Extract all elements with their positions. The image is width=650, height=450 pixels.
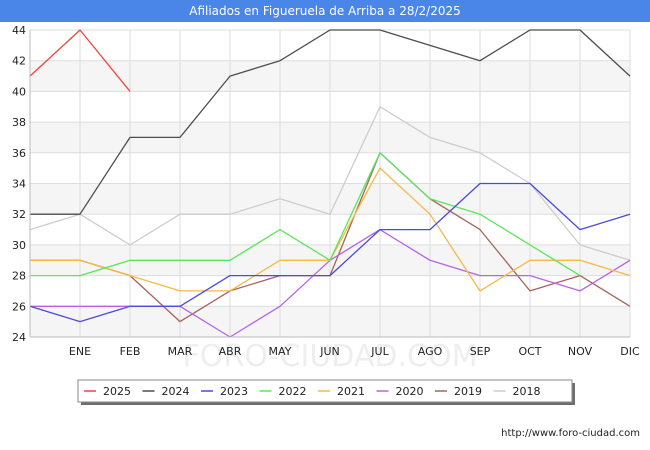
x-tick-labels: ENE FEB MAR ABR MAY JUN JUL AGO SEP OCT NOV DIC <box>69 345 640 358</box>
series-line-2023 <box>29 182 631 323</box>
x-tick-label: MAR <box>168 345 193 358</box>
y-tick-label: 36 <box>12 147 26 160</box>
series-line-2025 <box>29 29 131 92</box>
x-tick-label: FEB <box>120 345 141 358</box>
y-tick-label: 40 <box>12 85 26 98</box>
y-tick-labels: 24 26 28 30 32 34 36 38 40 42 44 <box>12 24 26 344</box>
legend-label: 2019 <box>454 385 482 398</box>
x-tick-label: ABR <box>219 345 242 358</box>
legend-label: 2021 <box>337 385 365 398</box>
title-bar: Afiliados en Figueruela de Arriba a 28/2… <box>0 0 650 22</box>
legend-label: 2024 <box>162 385 190 398</box>
x-tick-label: JUL <box>370 345 389 358</box>
legend: 2025 2024 2023 2022 2021 2020 2019 2018 <box>77 379 575 405</box>
y-tick-label: 32 <box>12 208 26 221</box>
legend-label: 2018 <box>513 385 541 398</box>
series-line-2022 <box>30 152 581 277</box>
x-tick-label: AGO <box>418 345 443 358</box>
series-line-2024 <box>30 29 631 215</box>
y-tick-label: 34 <box>12 178 26 191</box>
watermark: FORO-CIUDAD.COM <box>183 339 478 374</box>
legend-label: 2025 <box>103 385 131 398</box>
footer-url[interactable]: http://www.foro-ciudad.com <box>501 428 640 439</box>
x-tick-label: NOV <box>568 345 593 358</box>
y-tick-label: 42 <box>12 55 26 68</box>
x-tick-label: SEP <box>470 345 491 358</box>
y-tick-label: 38 <box>12 116 26 129</box>
x-tick-label: MAY <box>269 345 292 358</box>
x-tick-label: OCT <box>518 345 541 358</box>
x-tick-label: JUN <box>319 345 340 358</box>
legend-label: 2022 <box>279 385 307 398</box>
y-tick-label: 30 <box>12 239 26 252</box>
y-tick-label: 44 <box>12 24 26 37</box>
y-tick-label: 26 <box>12 300 26 313</box>
legend-label: 2020 <box>396 385 424 398</box>
x-tick-label: ENE <box>69 345 91 358</box>
x-tick-label: DIC <box>620 345 640 358</box>
series-lines <box>29 29 631 338</box>
legend-label: 2023 <box>220 385 248 398</box>
y-tick-label: 28 <box>12 270 26 283</box>
y-tick-label: 24 <box>12 331 26 344</box>
chart-title: Afiliados en Figueruela de Arriba a 28/2… <box>189 4 461 18</box>
